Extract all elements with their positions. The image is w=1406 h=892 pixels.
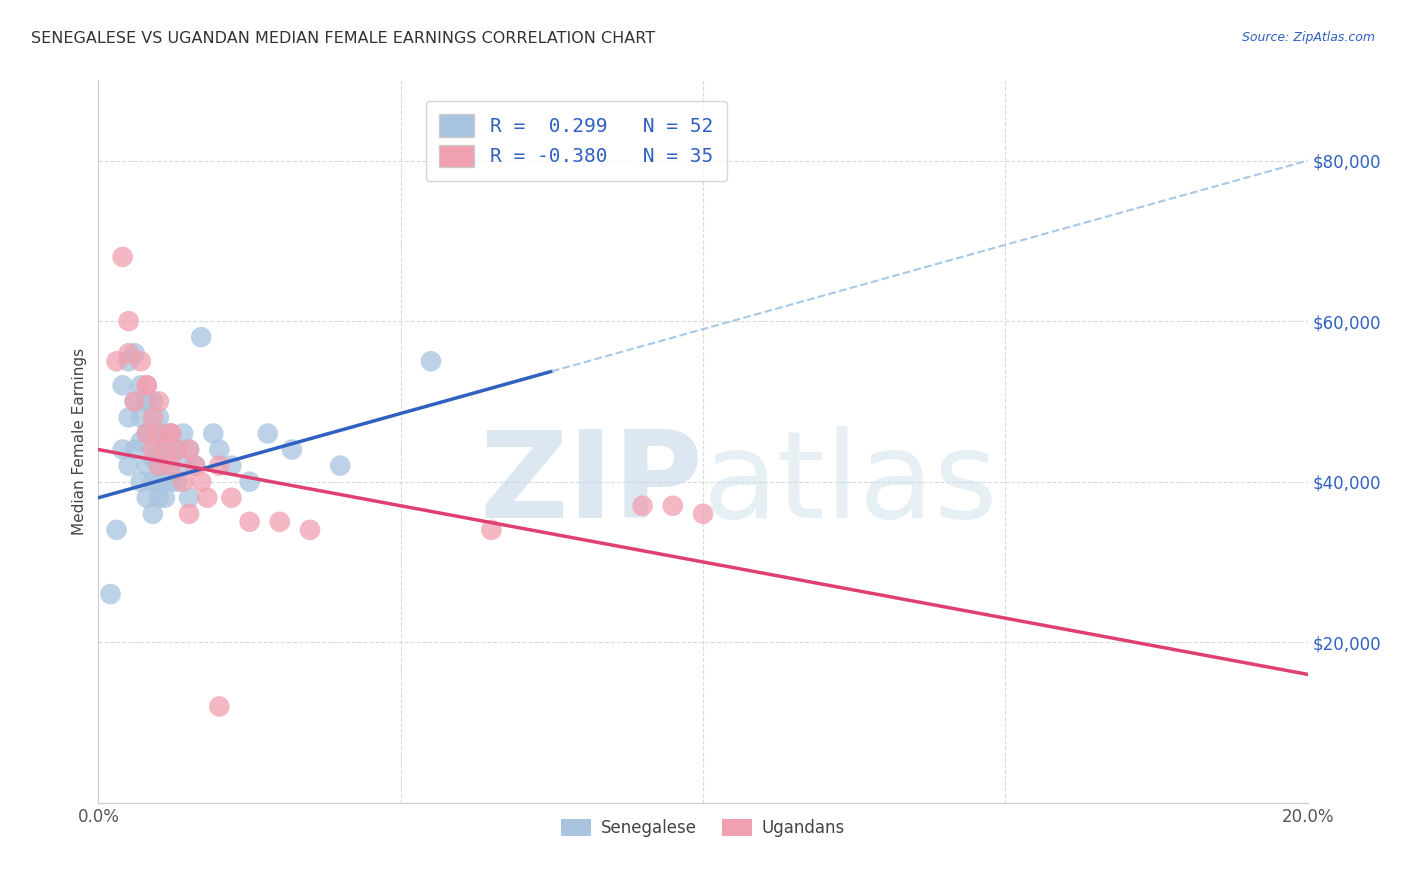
Point [481,523,503,537]
Point [202,426,225,441]
Point [100,587,122,601]
Point [190,475,212,489]
Point [142,475,165,489]
Point [153,442,176,457]
Point [239,515,262,529]
Point [129,354,152,368]
Point [208,442,231,457]
Point [135,426,157,441]
Point [135,378,157,392]
Point [172,458,194,473]
Point [118,346,141,360]
Point [221,458,243,473]
Point [179,507,201,521]
Point [160,475,183,489]
Point [129,410,152,425]
Point [166,475,188,489]
Point [148,458,170,473]
Point [129,378,152,392]
Point [160,426,183,441]
Point [118,354,141,368]
Point [105,354,128,368]
Point [153,442,176,457]
Point [148,491,170,505]
Point [135,394,157,409]
Point [160,426,183,441]
Point [118,314,141,328]
Point [160,426,183,441]
Point [105,523,128,537]
Point [221,491,243,505]
Point [208,699,231,714]
Point [124,442,146,457]
Text: SENEGALESE VS UGANDAN MEDIAN FEMALE EARNINGS CORRELATION CHART: SENEGALESE VS UGANDAN MEDIAN FEMALE EARN… [31,31,655,46]
Legend: Senegalese, Ugandans: Senegalese, Ugandans [553,810,853,845]
Point [124,346,146,360]
Point [148,442,170,457]
Point [256,426,278,441]
Point [160,442,183,457]
Point [172,475,194,489]
Point [179,442,201,457]
Point [142,394,165,409]
Point [124,394,146,409]
Point [124,394,146,409]
Point [148,410,170,425]
Point [239,475,262,489]
Point [148,475,170,489]
Text: ZIP: ZIP [479,426,703,543]
Point [172,426,194,441]
Point [148,394,170,409]
Point [111,250,134,264]
Point [692,507,714,521]
Point [631,499,654,513]
Point [661,499,683,513]
Point [179,491,201,505]
Point [179,442,201,457]
Point [148,426,170,441]
Point [281,442,304,457]
Point [142,426,165,441]
Point [142,507,165,521]
Point [153,458,176,473]
Text: Source: ZipAtlas.com: Source: ZipAtlas.com [1241,31,1375,45]
Point [129,434,152,449]
Point [148,426,170,441]
Point [135,458,157,473]
Point [166,442,188,457]
Point [142,450,165,465]
Point [269,515,291,529]
Point [153,491,176,505]
Y-axis label: Median Female Earnings: Median Female Earnings [72,348,87,535]
Point [118,410,141,425]
Point [118,458,141,473]
Point [329,458,352,473]
Point [135,491,157,505]
Point [153,426,176,441]
Point [111,442,134,457]
Point [142,442,165,457]
Point [129,475,152,489]
Point [160,458,183,473]
Point [142,410,165,425]
Point [135,378,157,392]
Point [166,442,188,457]
Point [208,458,231,473]
Point [420,354,443,368]
Point [299,523,322,537]
Point [195,491,218,505]
Point [190,330,212,344]
Point [111,378,134,392]
Point [184,458,207,473]
Point [148,458,170,473]
Point [184,458,207,473]
Point [135,426,157,441]
Text: atlas: atlas [703,426,998,543]
